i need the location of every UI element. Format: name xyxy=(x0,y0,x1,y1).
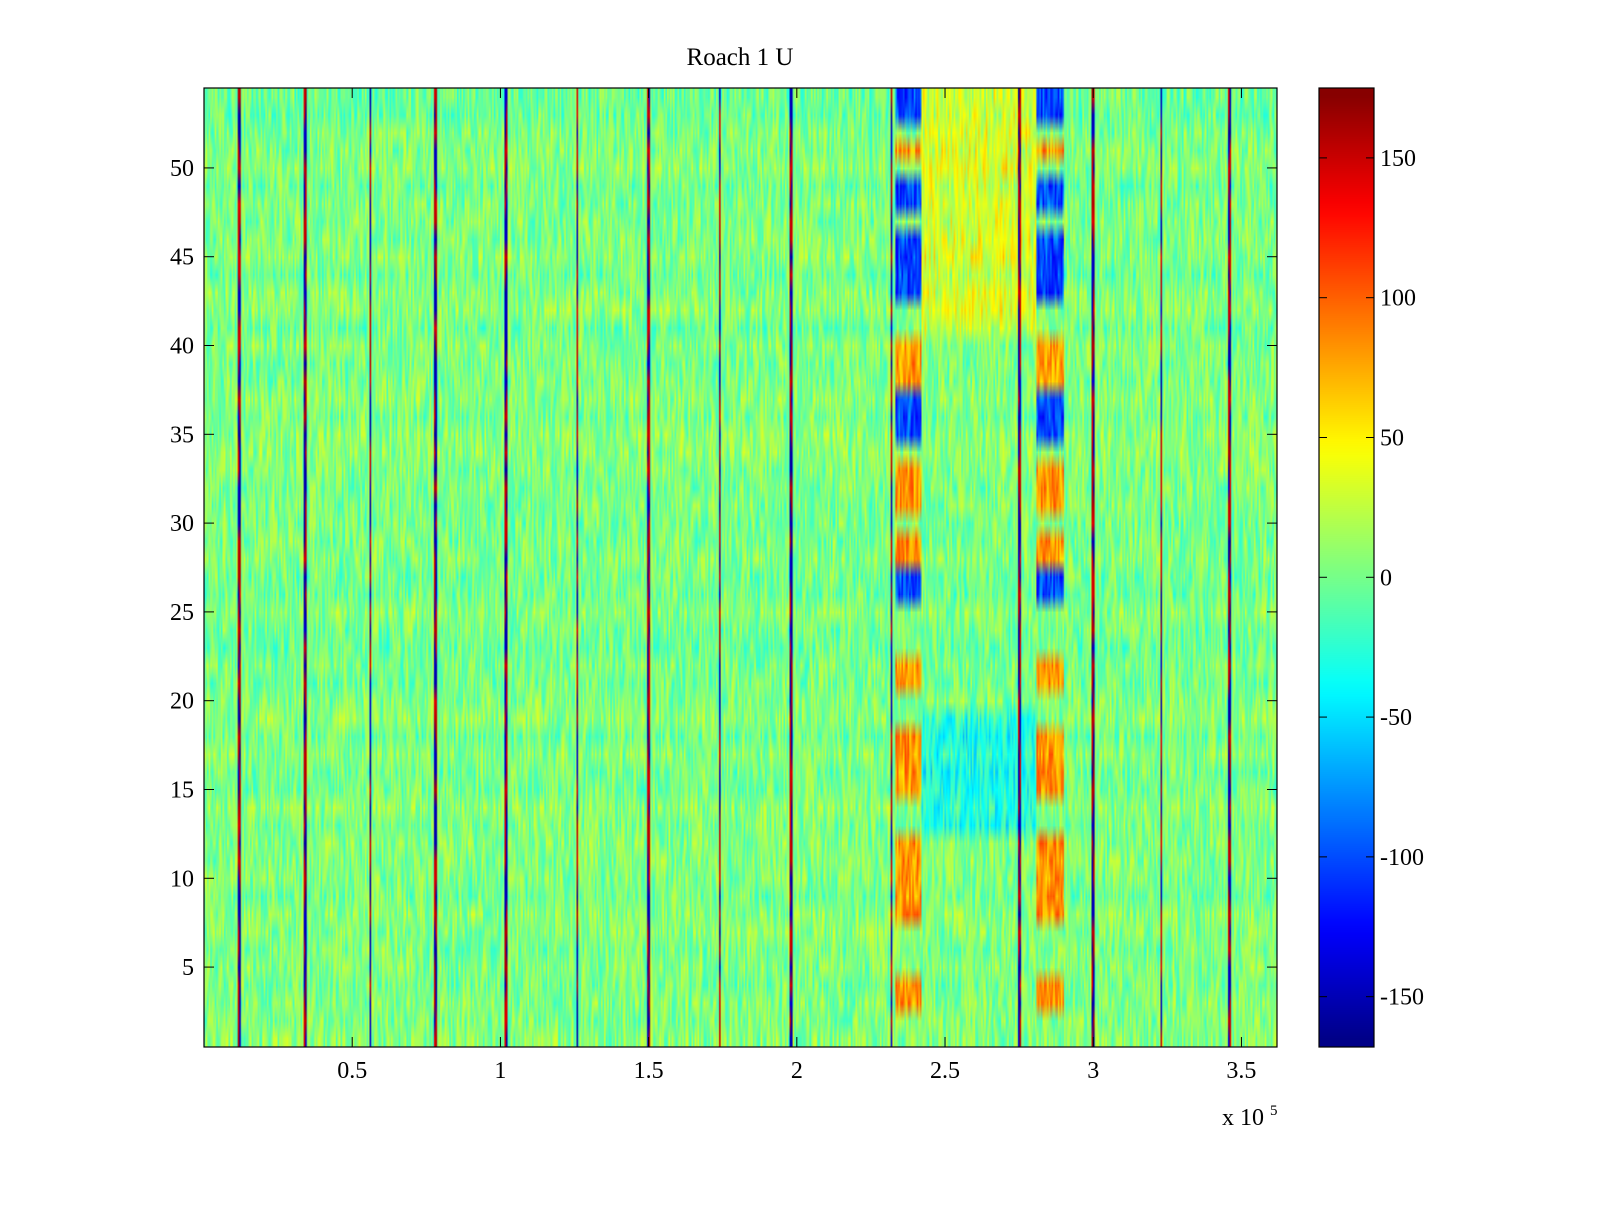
colorbar-tick-label: 150 xyxy=(1380,146,1416,172)
plot-frame xyxy=(203,87,1278,1048)
y-tick-label: 5 xyxy=(182,955,194,981)
plot-area: 0.5 1 1.5 2 2.5 3 3.5 5 10 15 20 25 30 35 40 45 50 xyxy=(170,87,1278,1084)
colorbar-tick-label: -100 xyxy=(1380,845,1424,871)
x-exponent-label: x 10 5 xyxy=(1222,1103,1278,1131)
x-tick-label: 1 xyxy=(494,1058,506,1084)
colorbar-tick-label: -150 xyxy=(1380,985,1424,1011)
x-tick-label: 3 xyxy=(1087,1058,1099,1084)
y-tick-label: 35 xyxy=(170,422,194,448)
chart-title: Roach 1 U xyxy=(687,44,794,71)
colorbar: 150 100 50 0 -50 -100 -150 xyxy=(1318,87,1424,1048)
colorbar-ticks: 150 100 50 0 -50 -100 -150 xyxy=(1319,146,1424,1011)
x-tick-label: 3.5 xyxy=(1226,1058,1256,1084)
colorbar-tick-label: 100 xyxy=(1380,286,1416,312)
x-tick-label: 1.5 xyxy=(634,1058,664,1084)
y-tick-label: 15 xyxy=(170,777,194,803)
colorbar-tick-label: 0 xyxy=(1380,565,1392,591)
y-tick-label: 45 xyxy=(170,245,194,271)
y-tick-label: 10 xyxy=(170,866,194,892)
y-tick-label: 50 xyxy=(170,156,194,182)
x-exponent-power: 5 xyxy=(1270,1103,1278,1119)
colorbar-frame xyxy=(1318,87,1375,1048)
x-tick-label: 2 xyxy=(791,1058,803,1084)
colorbar-tick-label: -50 xyxy=(1380,705,1412,731)
y-tick-label: 40 xyxy=(170,334,194,360)
colorbar-tick-label: 50 xyxy=(1380,425,1404,451)
x-tick-label: 0.5 xyxy=(337,1058,367,1084)
heatmap-image xyxy=(204,88,1277,1047)
colorbar-gradient xyxy=(1319,88,1374,1047)
y-tick-label: 20 xyxy=(170,689,194,715)
y-axis-ticks: 5 10 15 20 25 30 35 40 45 50 xyxy=(170,156,1277,981)
x-axis-ticks: 0.5 1 1.5 2 2.5 3 3.5 xyxy=(337,88,1256,1084)
x-tick-label: 2.5 xyxy=(930,1058,960,1084)
x-exponent-base: x 10 xyxy=(1222,1105,1264,1131)
y-tick-label: 30 xyxy=(170,511,194,537)
y-tick-label: 25 xyxy=(170,600,194,626)
